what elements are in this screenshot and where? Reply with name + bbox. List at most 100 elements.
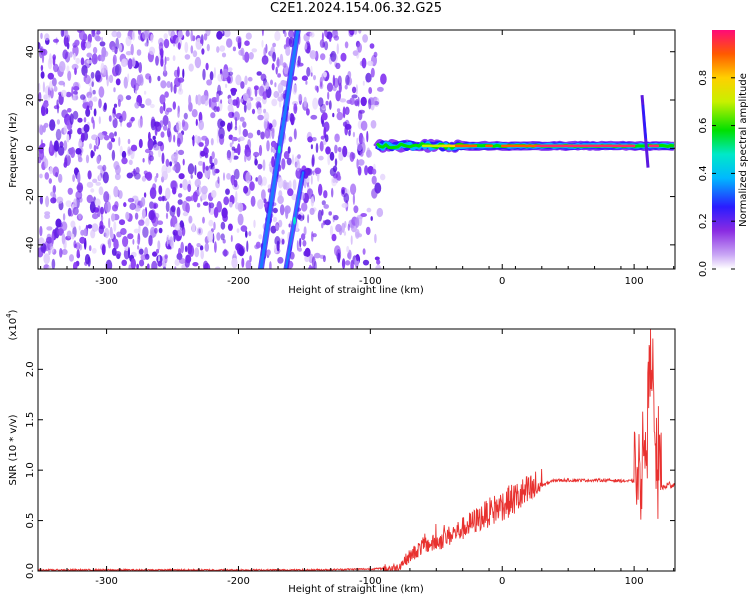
noise-speckle — [285, 46, 291, 56]
noise-speckle — [238, 247, 245, 257]
noise-speckle — [222, 249, 229, 257]
noise-speckle — [83, 124, 90, 133]
noise-speckle — [148, 210, 155, 221]
noise-speckle — [370, 67, 375, 78]
noise-speckle — [357, 42, 362, 53]
noise-speckle — [182, 200, 188, 212]
noise-speckle — [109, 132, 115, 140]
noise-speckle — [128, 264, 132, 269]
noise-speckle — [157, 141, 164, 147]
noise-speckle-region — [38, 30, 387, 269]
spectrogram-x-tick-label: -300 — [95, 276, 118, 287]
noise-speckle — [74, 39, 80, 46]
noise-speckle — [195, 118, 198, 127]
noise-speckle — [319, 39, 325, 48]
noise-speckle — [185, 30, 190, 37]
noise-speckle — [86, 52, 93, 58]
noise-speckle — [321, 222, 324, 229]
noise-speckle — [108, 74, 114, 84]
noise-speckle — [157, 220, 164, 225]
noise-speckle — [272, 51, 276, 62]
noise-speckle — [146, 263, 150, 269]
noise-speckle — [169, 236, 174, 247]
noise-speckle — [47, 265, 52, 269]
noise-speckle — [199, 245, 204, 251]
snr-x-tick-label: 0 — [499, 576, 505, 587]
noise-speckle — [92, 96, 98, 102]
noise-speckle — [232, 99, 239, 106]
noise-speckle — [88, 100, 94, 108]
noise-speckle — [145, 98, 152, 106]
noise-speckle — [217, 176, 220, 184]
noise-speckle — [94, 32, 100, 41]
noise-speckle — [71, 86, 74, 98]
noise-speckle — [228, 97, 233, 104]
noise-speckle — [63, 125, 68, 135]
noise-speckle — [67, 108, 72, 113]
noise-speckle — [121, 150, 127, 159]
noise-speckle — [344, 41, 349, 49]
noise-speckle — [368, 87, 373, 94]
noise-speckle — [131, 30, 136, 41]
noise-speckle — [86, 59, 92, 64]
noise-speckle — [325, 146, 331, 155]
noise-speckle — [121, 157, 128, 165]
noise-speckle — [249, 255, 252, 263]
noise-speckle — [87, 33, 93, 44]
noise-speckle — [242, 54, 245, 61]
noise-speckle — [157, 75, 161, 82]
noise-speckle — [153, 203, 157, 209]
noise-speckle — [67, 70, 72, 82]
noise-speckle — [105, 69, 108, 81]
snr-x-tick-label: -200 — [227, 576, 250, 587]
noise-speckle — [213, 158, 218, 166]
noise-speckle — [337, 252, 341, 263]
noise-speckle — [223, 172, 225, 181]
noise-speckle — [234, 168, 240, 180]
noise-speckle — [187, 242, 193, 255]
noise-speckle — [209, 71, 214, 81]
noise-speckle — [349, 97, 356, 105]
spectrogram-y-label: Frequency (Hz) — [8, 112, 19, 188]
spectrogram-x-tick-label: 100 — [625, 276, 644, 287]
noise-speckle — [362, 259, 370, 266]
noise-speckle — [239, 116, 245, 122]
noise-speckle — [105, 259, 113, 269]
noise-speckle — [131, 170, 137, 177]
spectrogram-x-tick-label: -100 — [359, 276, 382, 287]
noise-speckle — [348, 249, 352, 260]
noise-speckle — [312, 170, 315, 176]
noise-speckle — [132, 58, 135, 67]
noise-speckle — [118, 219, 126, 226]
noise-speckle — [219, 45, 226, 52]
noise-speckle — [162, 115, 169, 126]
noise-speckle — [327, 91, 330, 100]
noise-speckle — [279, 204, 285, 216]
noise-speckle — [87, 170, 92, 180]
spectrogram-y-tick-label: 40 — [25, 45, 36, 58]
colorbar-tick-label: 0.0 — [698, 261, 709, 277]
noise-speckle — [310, 196, 315, 207]
noise-speckle — [134, 102, 140, 109]
noise-speckle — [338, 151, 344, 162]
noise-speckle — [241, 257, 245, 268]
noise-speckle — [58, 61, 66, 73]
noise-speckle — [283, 151, 290, 160]
noise-speckle — [165, 158, 170, 167]
noise-speckle — [77, 117, 83, 123]
noise-speckle — [341, 258, 346, 269]
noise-speckle — [60, 89, 67, 98]
noise-speckle — [144, 30, 150, 38]
noise-speckle — [39, 225, 43, 237]
noise-speckle — [271, 98, 278, 107]
noise-speckle — [63, 140, 68, 151]
noise-speckle — [52, 166, 60, 177]
noise-speckle — [143, 192, 147, 198]
noise-speckle — [65, 91, 72, 98]
noise-speckle — [70, 146, 76, 159]
noise-speckle — [62, 213, 66, 221]
noise-speckle — [275, 66, 278, 75]
noise-speckle — [309, 50, 317, 60]
noise-speckle — [253, 85, 259, 91]
noise-speckle — [213, 207, 219, 218]
